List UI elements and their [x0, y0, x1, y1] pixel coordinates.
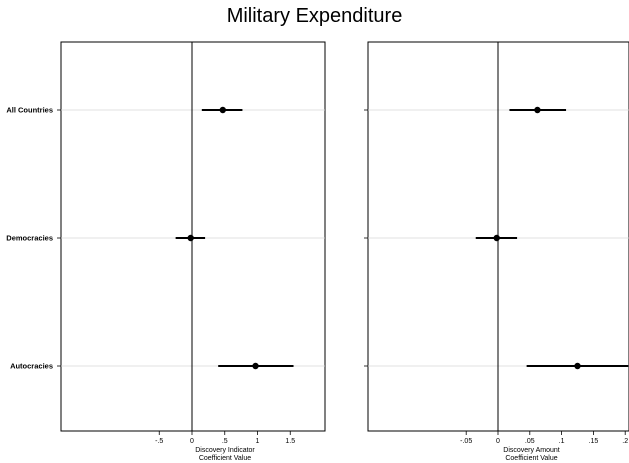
point-estimate: [252, 362, 259, 370]
point-estimate: [534, 106, 541, 114]
y-tick-label: Democracies: [6, 234, 53, 243]
x-axis-title: Discovery Amount: [503, 447, 559, 454]
x-tick-label: .2: [622, 438, 628, 445]
x-tick-label: .15: [589, 438, 599, 445]
plot-frame-1: [60, 41, 326, 432]
x-tick-label: -.05: [460, 438, 472, 445]
point-estimate: [493, 234, 500, 242]
point-estimate: [187, 234, 194, 242]
x-tick-label: .05: [525, 438, 535, 445]
x-tick-label: -.5: [155, 438, 163, 445]
x-tick-label: 0: [496, 438, 500, 445]
y-tick-label: Autocracies: [10, 362, 53, 371]
x-tick-label: 1.5: [285, 438, 295, 445]
x-tick-label: .1: [559, 438, 565, 445]
chart-title: Military Expenditure: [226, 5, 403, 27]
x-axis-title: Coefficient Value: [505, 455, 557, 462]
x-tick-label: 0: [190, 438, 194, 445]
x-axis-title: Discovery Indicator: [195, 447, 255, 454]
y-tick-label: All Countries: [6, 106, 53, 115]
x-tick-label: 1: [256, 438, 260, 445]
point-estimate: [574, 362, 581, 370]
x-tick-label: .5: [222, 438, 228, 445]
point-estimate: [219, 106, 226, 114]
x-axis-title: Coefficient Value: [199, 455, 251, 462]
